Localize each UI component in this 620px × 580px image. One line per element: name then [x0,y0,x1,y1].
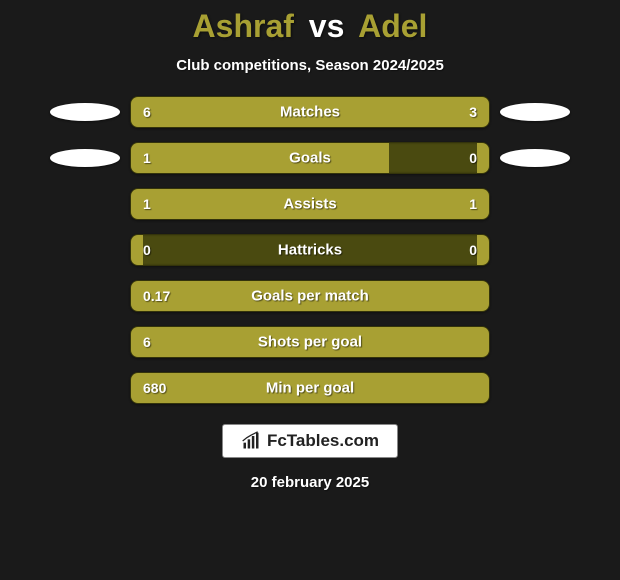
stat-label: Goals [289,150,331,167]
player2-marker [490,331,580,353]
player1-marker [40,101,130,123]
stat-label: Shots per goal [258,334,362,351]
player2-marker [490,239,580,261]
player1-value: 1 [143,150,151,166]
player2-value: 0 [469,242,477,258]
player1-marker [40,331,130,353]
player2-bar-fill [477,235,489,265]
stat-row: 680 Min per goal [0,372,620,404]
stat-label: Assists [283,196,336,213]
player2-marker [490,101,580,123]
player2-bar-fill [477,143,489,173]
comparison-card: Ashraf vs Adel Club competitions, Season… [0,0,620,580]
player2-bar-fill [310,189,489,219]
stat-bar: 6 3 Matches [130,96,490,128]
player1-bar-fill [131,235,143,265]
player1-value: 6 [143,104,151,120]
stat-bar: 0 0 Hattricks [130,234,490,266]
player2-marker [490,193,580,215]
player2-value: 3 [469,104,477,120]
stat-row: 6 3 Matches [0,96,620,128]
stat-bar: 680 Min per goal [130,372,490,404]
player2-bar-fill [477,373,489,403]
logo-text: FcTables.com [267,431,379,451]
stats-list: 6 3 Matches 1 0 Goals 1 1 Assists 0 0 Hattricks 0.17… [0,96,620,404]
player2-marker [490,285,580,307]
stat-label: Goals per match [251,288,369,305]
player2-value: 1 [469,196,477,212]
stat-label: Hattricks [278,242,342,259]
stat-bar: 0.17 Goals per match [130,280,490,312]
player1-marker [40,147,130,169]
stat-bar: 1 1 Assists [130,188,490,220]
title: Ashraf vs Adel [193,8,428,45]
stat-bar: 6 Shots per goal [130,326,490,358]
player1-value: 1 [143,196,151,212]
stat-row: 0.17 Goals per match [0,280,620,312]
player1-value: 6 [143,334,151,350]
player2-bar-fill [477,281,489,311]
player1-value: 0.17 [143,288,170,304]
subtitle: Club competitions, Season 2024/2025 [176,57,444,74]
date-text: 20 february 2025 [251,474,369,491]
player2-marker [490,147,580,169]
stat-label: Min per goal [266,380,354,397]
stat-row: 1 1 Assists [0,188,620,220]
logo-badge[interactable]: FcTables.com [222,424,398,458]
stat-row: 1 0 Goals [0,142,620,174]
player1-bar-fill [131,143,389,173]
stat-bar: 1 0 Goals [130,142,490,174]
player1-marker [40,193,130,215]
stat-row: 0 0 Hattricks [0,234,620,266]
player1-value: 680 [143,380,166,396]
stat-row: 6 Shots per goal [0,326,620,358]
player1-marker [40,285,130,307]
player2-value: 0 [469,150,477,166]
player2-bar-fill [477,327,489,357]
player1-marker [40,239,130,261]
chart-icon [241,431,261,451]
player1-value: 0 [143,242,151,258]
player1-name: Ashraf [193,8,294,44]
vs-text: vs [309,8,345,44]
player2-marker [490,377,580,399]
player2-name: Adel [358,8,427,44]
player1-marker [40,377,130,399]
stat-label: Matches [280,104,340,121]
